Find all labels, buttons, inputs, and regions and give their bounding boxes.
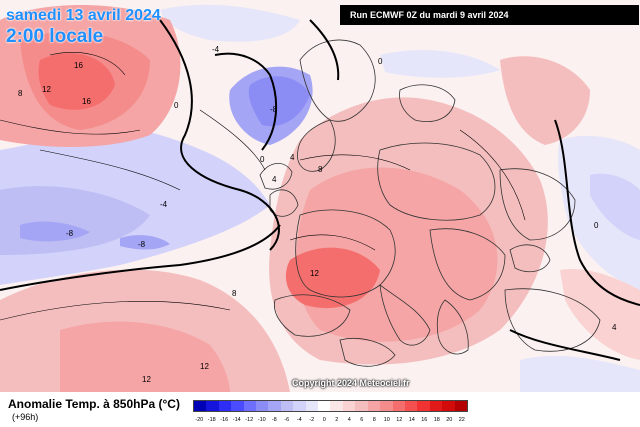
cold-anomaly-areas [0,4,640,392]
contour-label: 0 [174,101,179,110]
color-scale-swatch [367,401,381,411]
color-scale-swatch [392,401,405,411]
copyright-label: Copyright 2024 Meteociel.fr [292,378,410,388]
legend-footer: Anomalie Temp. à 850hPa (°C) (+96h) -20-… [0,392,640,427]
color-scale-swatch [442,401,455,411]
color-scale-tick-label: 10 [383,417,390,423]
color-scale-tick-label: 20 [446,417,453,423]
color-scale-swatch [355,401,368,411]
temperature-anomaly-map: 16 12 16 8 0 -4 -8 -8 -8 -4 0 4 8 12 12 … [0,0,640,392]
contour-label: -8 [270,105,278,114]
contour-label: 16 [82,97,91,106]
contour-label: 12 [200,362,209,371]
forecast-date-label: samedi 13 avril 2024 [6,7,161,24]
color-scale-tick-label: 14 [408,417,415,423]
color-scale-swatch [429,401,443,411]
contour-label: -8 [66,229,74,238]
contour-label: 4 [612,323,617,332]
contour-label: 12 [142,375,151,384]
color-scale-swatch [194,401,207,411]
color-scale-swatch [243,401,257,411]
color-scale-tick-label: -10 [257,417,266,423]
color-scale-swatch [330,401,343,411]
color-scale-tick-label: 18 [433,417,440,423]
color-scale-swatch [206,401,219,411]
contour-label: -4 [212,45,220,54]
contour-label: 12 [310,269,319,278]
color-scale-tick-label: 4 [347,417,351,423]
contour-labels: 16 12 16 8 0 -4 -8 -8 -8 -4 0 4 8 12 12 … [18,45,617,384]
color-scale-tick-label: 22 [458,417,465,423]
contour-label: 0 [594,221,599,230]
zero-isotherm-contours [0,19,640,361]
contour-label: 8 [318,165,323,174]
color-scale-tick-label: -4 [296,417,302,423]
contour-label: 12 [42,85,51,94]
color-scale-swatch [231,401,244,411]
contour-label: 0 [260,155,265,164]
contour-label: 8 [232,289,237,298]
warm-anomaly-areas [0,5,640,392]
contour-label: 0 [378,57,383,66]
color-scale-bar [193,400,468,412]
color-scale-swatch [280,401,294,411]
color-scale-swatch [218,401,232,411]
color-scale-swatch [268,401,281,411]
model-run-label: Run ECMWF 0Z du mardi 9 avril 2024 [340,5,639,25]
forecast-hour-label: (+96h) [12,412,39,422]
color-scale-tick-label: 12 [396,417,403,423]
color-scale-tick-label: -12 [245,417,254,423]
color-scale-tick-label: -6 [284,417,290,423]
color-scale-swatch [305,401,319,411]
contour-label: 4 [272,175,277,184]
color-scale-swatch [380,401,393,411]
color-scale-tick-label: -14 [232,417,241,423]
color-scale-tick-label: 2 [335,417,339,423]
color-scale-tick-label: 16 [421,417,428,423]
contour-label: -4 [160,200,168,209]
color-scale-tick-label: -2 [309,417,315,423]
color-scale-tick-label: -18 [207,417,216,423]
color-scale-swatch [293,401,306,411]
color-scale-swatch [318,401,331,411]
color-scale-ticks: -20 -18 -16 -14 -12 -10 -8 -6 -4 -2 0 2 4 6 8 10 12 14 16 1… [193,417,468,425]
color-scale-swatch [256,401,269,411]
contour-label: 16 [74,61,83,70]
coastlines-and-borders [259,39,601,367]
contour-label: 4 [290,153,295,162]
color-scale-tick-label: -16 [220,417,229,423]
color-scale-tick-label: -20 [195,417,204,423]
forecast-time-label: 2:00 locale [6,26,104,47]
color-scale-tick-label: 8 [372,417,376,423]
color-scale-swatch [417,401,430,411]
legend-title: Anomalie Temp. à 850hPa (°C) [8,397,180,411]
contour-label: 8 [18,89,23,98]
color-scale-swatch [342,401,356,411]
color-scale-tick-label: 0 [322,417,326,423]
color-scale-tick-label: 6 [360,417,364,423]
color-scale-swatch [454,401,467,411]
color-scale-swatch [404,401,418,411]
color-scale-tick-label: -8 [271,417,277,423]
contour-label: -8 [138,240,146,249]
